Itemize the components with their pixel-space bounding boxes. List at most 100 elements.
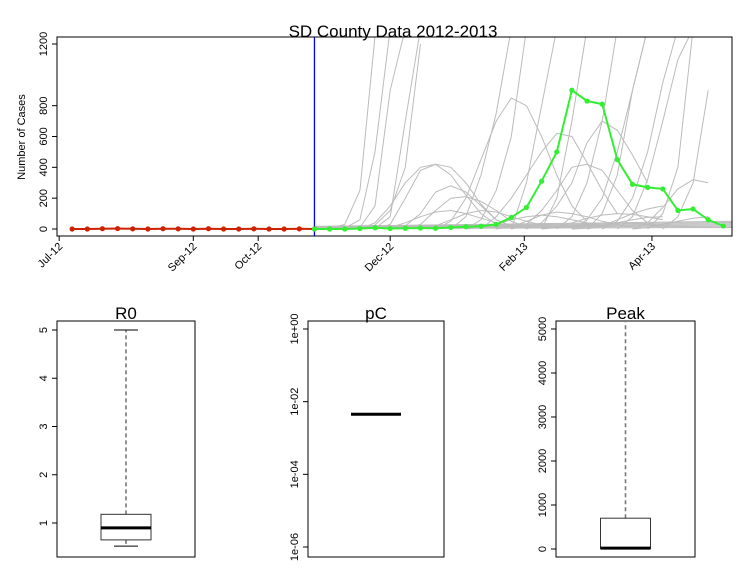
data-point-observed (296, 226, 302, 232)
series-line-fitted (314, 88, 724, 230)
y-tick-label: 600 (38, 127, 50, 145)
simulation-line (329, 37, 390, 230)
simulation-line (314, 220, 732, 227)
boxplot-title: pC (365, 304, 387, 323)
x-tick-label: Oct-12 (232, 241, 264, 273)
data-point-fitted (645, 184, 651, 190)
y-tick-label: 0 (537, 546, 549, 552)
simulation-line (359, 37, 420, 230)
y-tick-label: 3000 (537, 405, 549, 429)
data-point-observed (205, 226, 212, 232)
data-point-fitted (599, 101, 605, 107)
data-point-observed (160, 226, 166, 232)
plot-frame (307, 320, 445, 558)
y-tick-label: 1e+00 (289, 314, 301, 345)
data-point-observed (190, 226, 196, 232)
data-point-observed (69, 226, 75, 232)
y-tick-label: 1200 (38, 32, 50, 56)
data-point-observed (84, 226, 90, 232)
data-point-fitted (539, 178, 545, 184)
y-tick-label: 400 (38, 158, 50, 176)
x-tick-label: Jul-12 (36, 241, 66, 271)
y-tick-label: 1e-02 (289, 388, 301, 416)
simulation-line (314, 37, 376, 230)
y-tick-label: 1 (38, 520, 50, 526)
simulation-lines (314, 37, 732, 230)
y-axis-label: Number of Cases (16, 94, 28, 180)
simulation-line (450, 37, 511, 230)
data-point-observed (175, 226, 181, 232)
y-tick-label: 5000 (537, 317, 549, 341)
y-tick-label: 800 (38, 96, 50, 114)
data-point-fitted (690, 206, 696, 212)
top-axes: 0 200 400 600 800 1200 Jul-12 Sep-12 Oct-12 Dec-1… (36, 32, 733, 275)
boxplot-peak: Peak 0 1000 2000 3000 4000 5000 (537, 304, 696, 558)
data-point-observed (266, 226, 272, 232)
data-point-fitted (402, 225, 408, 231)
y-tick-label: 1e-04 (289, 460, 301, 488)
data-series (69, 87, 726, 232)
simulation-line (616, 37, 690, 230)
data-point-fitted (675, 207, 681, 214)
data-point-observed (145, 226, 151, 232)
y-tick-label: 1e-06 (289, 533, 301, 561)
y-tick-label: 0 (38, 226, 50, 232)
y-tick-label: 3 (38, 423, 50, 429)
data-point-fitted (342, 226, 348, 232)
data-point-fitted (508, 214, 514, 221)
y-tick-label: 1000 (537, 493, 549, 517)
box-iqr (600, 517, 651, 550)
y-tick-label: 4 (38, 375, 50, 381)
data-point-fitted (629, 181, 636, 187)
simulation-line (314, 43, 421, 230)
data-point-fitted (705, 217, 711, 223)
data-point-fitted (357, 225, 363, 232)
boxplot-title: Peak (606, 304, 645, 323)
data-point-fitted (584, 98, 590, 104)
y-tick-label: 5 (38, 327, 50, 333)
simulation-line (526, 120, 649, 230)
data-point-fitted (387, 225, 393, 232)
simulation-line (405, 196, 527, 230)
data-point-fitted (614, 157, 620, 163)
data-point-fitted (417, 225, 424, 231)
simulation-line (541, 37, 587, 230)
data-point-fitted (523, 204, 530, 211)
simulation-line (435, 97, 588, 230)
data-point-observed (220, 226, 227, 232)
data-point-fitted (569, 87, 575, 93)
simulation-line (314, 223, 732, 228)
y-tick-label: 200 (38, 189, 50, 207)
data-point-fitted (326, 226, 333, 232)
simulation-line (465, 37, 526, 230)
simulation-line (586, 37, 647, 230)
data-point-fitted (372, 225, 378, 231)
x-tick-label: Feb-13 (497, 241, 530, 274)
x-tick-label: Apr-13 (626, 241, 658, 273)
data-point-fitted (554, 149, 560, 155)
data-point-observed (114, 225, 121, 232)
data-point-observed (236, 226, 242, 232)
data-point-fitted (463, 224, 469, 230)
x-tick-label: Sep-12 (166, 241, 200, 275)
chart-title: SD County Data 2012-2013 (289, 22, 498, 41)
simulation-line (314, 222, 732, 228)
y-tick-label: 2000 (537, 449, 549, 473)
data-point-observed (130, 226, 136, 232)
data-point-fitted (720, 223, 726, 229)
plot-frame (56, 320, 196, 558)
boxplot-title: R0 (115, 304, 137, 323)
line-chart-panel: SD County Data 2012-2013 Number of Cases… (16, 22, 733, 275)
y-tick-label: 2 (38, 472, 50, 478)
simulation-line (662, 90, 709, 230)
simulation-line (420, 209, 557, 230)
data-point-observed (251, 226, 257, 232)
plot-frame (56, 36, 733, 237)
data-point-observed (281, 226, 287, 232)
data-point-fitted (433, 225, 439, 231)
data-point-fitted (660, 186, 666, 192)
simulation-line (510, 37, 556, 230)
x-tick-label: Dec-12 (363, 241, 397, 275)
data-point-fitted (448, 224, 454, 231)
